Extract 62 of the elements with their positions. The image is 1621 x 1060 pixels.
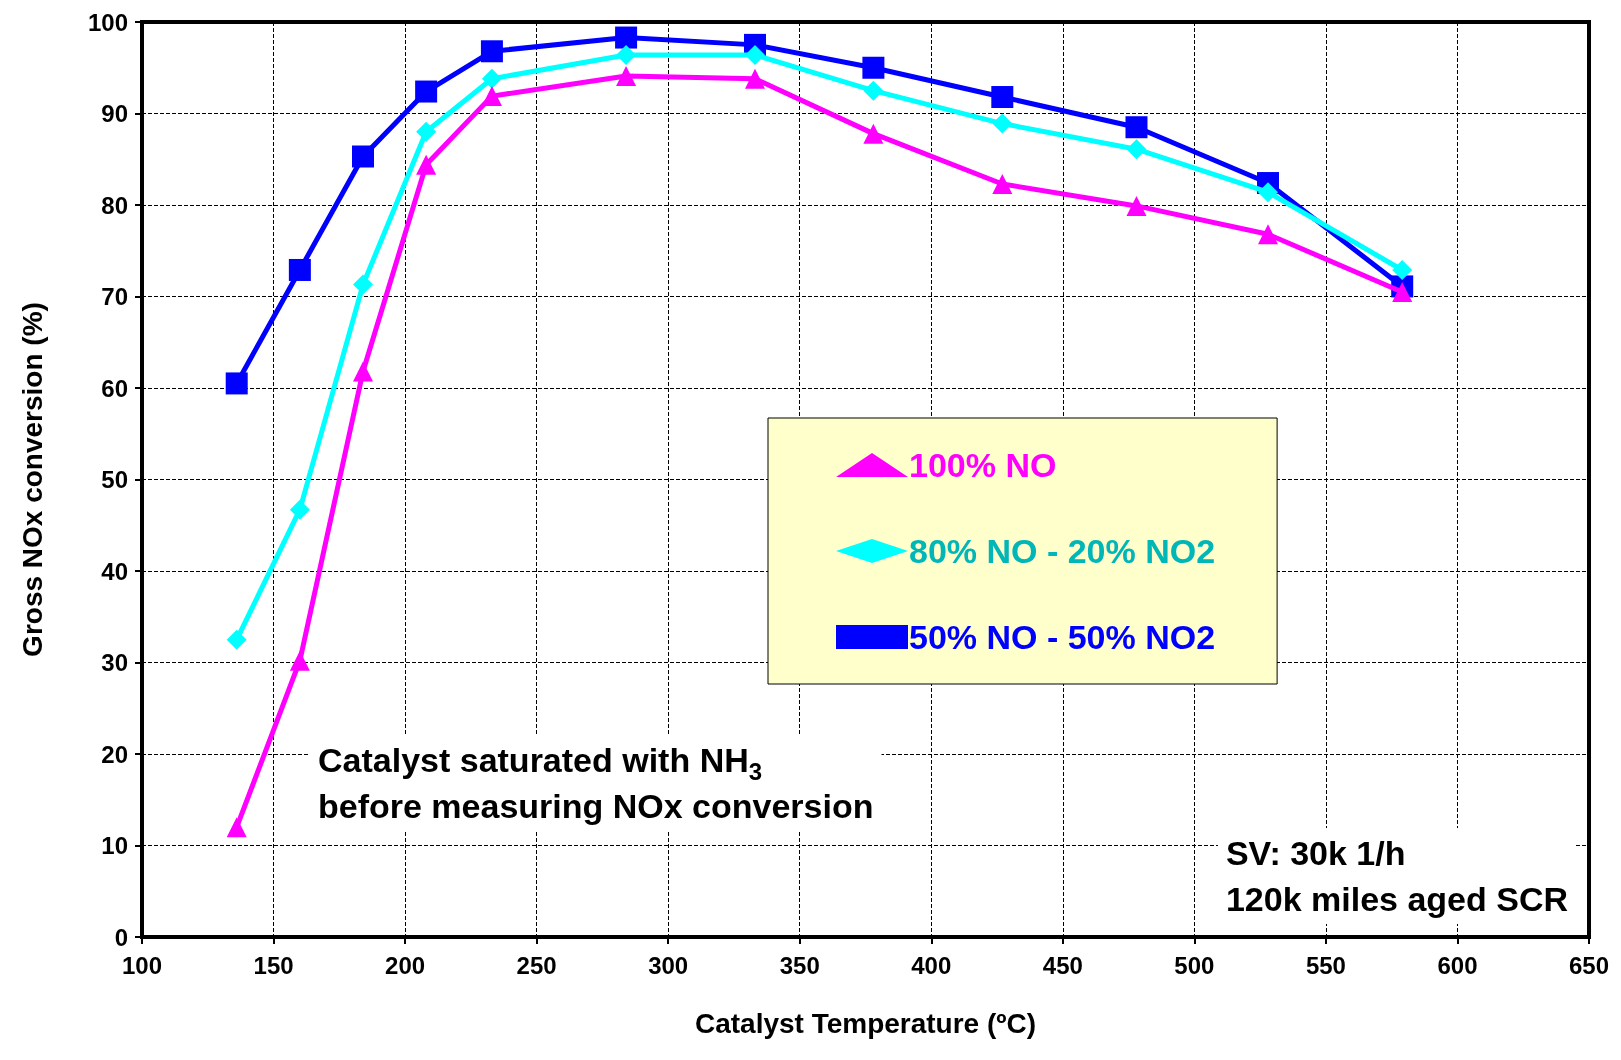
y-tick-label: 10 [101,832,128,859]
x-tick-label: 600 [1437,951,1478,979]
y-tick-label: 40 [101,557,128,585]
annotation: SV: 30k 1/h 120k miles aged SCR [1225,834,1568,918]
point [616,65,637,86]
point [991,86,1014,109]
x-tick-label: 250 [516,951,557,979]
point [615,26,638,49]
x-tick-label: 350 [779,951,820,979]
point [1125,116,1148,139]
point [1258,182,1279,203]
point [992,173,1013,194]
x-tick-label: 400 [911,951,952,979]
x-tick-label: 100 [121,951,163,979]
point [415,80,438,103]
x-tick-label: 150 [253,951,294,979]
point [289,650,310,671]
point [353,274,373,295]
point [289,499,310,520]
y-tick-label: 30 [101,649,128,676]
x-tick-label: 300 [648,951,689,979]
x-tick-label: 650 [1568,951,1610,979]
y-tick-label: 90 [101,100,128,127]
point [862,56,885,79]
point [352,145,374,168]
point [480,40,503,63]
point [1126,195,1147,216]
x-tick-label: 450 [1042,951,1083,979]
point [416,154,437,175]
x-axis-title: Catalyst Temperature (ºC) [694,1007,1037,1039]
point [745,68,765,89]
point [1258,224,1279,245]
point [1126,139,1147,160]
y-tick-label: 0 [114,923,128,951]
point [288,258,311,281]
point [616,44,637,65]
y-tick-label: 50 [101,466,128,493]
point [353,361,373,382]
point [226,629,247,650]
legend-label: 50% NO - 50% NO2 [909,618,1216,656]
point [226,817,247,838]
point [225,372,248,395]
x-tick-label: 550 [1305,951,1346,979]
point [416,121,437,142]
point [863,80,884,101]
point [1392,259,1413,280]
legend-label: 80% NO - 20% NO2 [909,532,1216,570]
y-tick-label: 60 [101,374,128,402]
point [481,86,502,107]
x-tick-label: 200 [385,951,426,979]
point [1392,281,1413,302]
point [992,113,1013,134]
y-axis-title: Gross NOx conversion (%) [16,302,48,657]
y-tick-label: 70 [101,283,128,310]
point [745,44,765,65]
y-tick-label: 20 [101,740,128,768]
x-tick-label: 500 [1174,951,1215,979]
point [481,68,502,89]
legend-label: 100% NO [909,446,1057,484]
y-tick-label: 80 [101,191,128,219]
point [863,123,884,144]
y-tick-label: 100 [87,8,128,36]
